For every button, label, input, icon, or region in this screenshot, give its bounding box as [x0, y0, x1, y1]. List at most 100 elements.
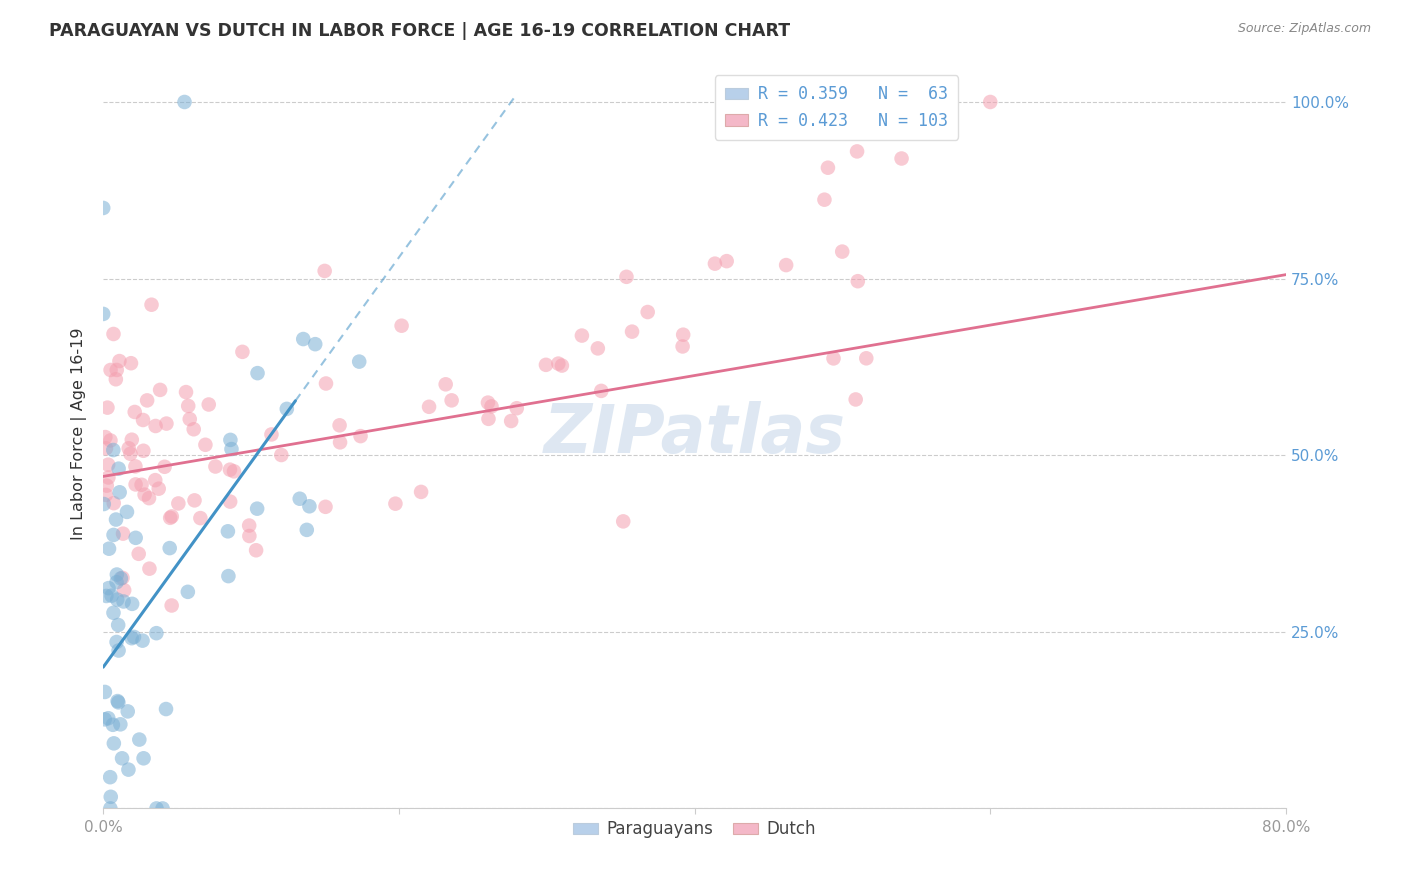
- Point: [174, 385, 197, 400]
- Point: [132, 443, 155, 458]
- Point: [115, 505, 138, 519]
- Point: [122, 630, 145, 644]
- Point: [298, 500, 321, 514]
- Point: [117, 705, 139, 719]
- Text: ZIPatlas: ZIPatlas: [544, 401, 845, 467]
- Point: [349, 429, 371, 443]
- Point: [190, 511, 212, 525]
- Point: [329, 435, 352, 450]
- Point: [152, 801, 174, 815]
- Point: [94, 442, 117, 456]
- Point: [217, 524, 239, 539]
- Point: [260, 427, 283, 442]
- Point: [775, 258, 797, 272]
- Point: [107, 643, 129, 657]
- Point: [100, 589, 122, 603]
- Point: [221, 442, 243, 456]
- Point: [105, 363, 128, 377]
- Point: [571, 328, 593, 343]
- Point: [93, 497, 115, 511]
- Point: [143, 473, 166, 487]
- Point: [131, 477, 153, 491]
- Point: [103, 326, 125, 341]
- Point: [138, 491, 160, 505]
- Point: [846, 274, 869, 288]
- Legend: Paraguayans, Dutch: Paraguayans, Dutch: [567, 814, 823, 845]
- Point: [295, 523, 318, 537]
- Point: [118, 442, 141, 456]
- Point: [145, 801, 167, 815]
- Point: [586, 342, 609, 356]
- Point: [121, 631, 143, 645]
- Point: [145, 419, 167, 434]
- Point: [101, 718, 124, 732]
- Point: [219, 433, 242, 447]
- Text: Source: ZipAtlas.com: Source: ZipAtlas.com: [1237, 22, 1371, 36]
- Point: [246, 366, 269, 380]
- Point: [132, 751, 155, 765]
- Point: [506, 401, 529, 416]
- Point: [813, 193, 835, 207]
- Point: [159, 541, 181, 555]
- Point: [194, 438, 217, 452]
- Point: [845, 392, 868, 407]
- Point: [107, 694, 129, 708]
- Point: [98, 770, 121, 784]
- Point: [440, 393, 463, 408]
- Point: [612, 515, 634, 529]
- Point: [107, 695, 129, 709]
- Point: [97, 458, 120, 472]
- Point: [108, 354, 131, 368]
- Point: [292, 332, 315, 346]
- Point: [124, 477, 146, 491]
- Point: [238, 518, 260, 533]
- Point: [97, 581, 120, 595]
- Point: [160, 599, 183, 613]
- Point: [98, 541, 121, 556]
- Point: [831, 244, 853, 259]
- Point: [245, 543, 267, 558]
- Point: [107, 461, 129, 475]
- Point: [138, 562, 160, 576]
- Point: [112, 594, 135, 608]
- Point: [304, 337, 326, 351]
- Point: [105, 567, 128, 582]
- Point: [111, 571, 134, 585]
- Point: [177, 585, 200, 599]
- Point: [616, 269, 638, 284]
- Point: [120, 356, 142, 370]
- Point: [132, 413, 155, 427]
- Point: [217, 569, 239, 583]
- Point: [155, 702, 177, 716]
- Point: [105, 575, 128, 590]
- Point: [329, 418, 352, 433]
- Point: [477, 395, 499, 409]
- Point: [145, 626, 167, 640]
- Point: [111, 751, 134, 765]
- Point: [222, 464, 245, 478]
- Point: [96, 478, 118, 492]
- Point: [105, 592, 128, 607]
- Point: [110, 717, 132, 731]
- Point: [153, 459, 176, 474]
- Point: [105, 635, 128, 649]
- Point: [112, 526, 135, 541]
- Point: [288, 491, 311, 506]
- Point: [219, 463, 242, 477]
- Point: [100, 363, 122, 377]
- Point: [501, 414, 523, 428]
- Point: [418, 400, 440, 414]
- Point: [703, 257, 725, 271]
- Point: [179, 412, 201, 426]
- Point: [103, 736, 125, 750]
- Point: [94, 430, 117, 444]
- Point: [124, 405, 146, 419]
- Point: [204, 459, 226, 474]
- Point: [100, 801, 122, 815]
- Point: [117, 763, 139, 777]
- Point: [890, 152, 912, 166]
- Point: [177, 399, 200, 413]
- Point: [314, 264, 336, 278]
- Point: [238, 529, 260, 543]
- Point: [96, 589, 118, 603]
